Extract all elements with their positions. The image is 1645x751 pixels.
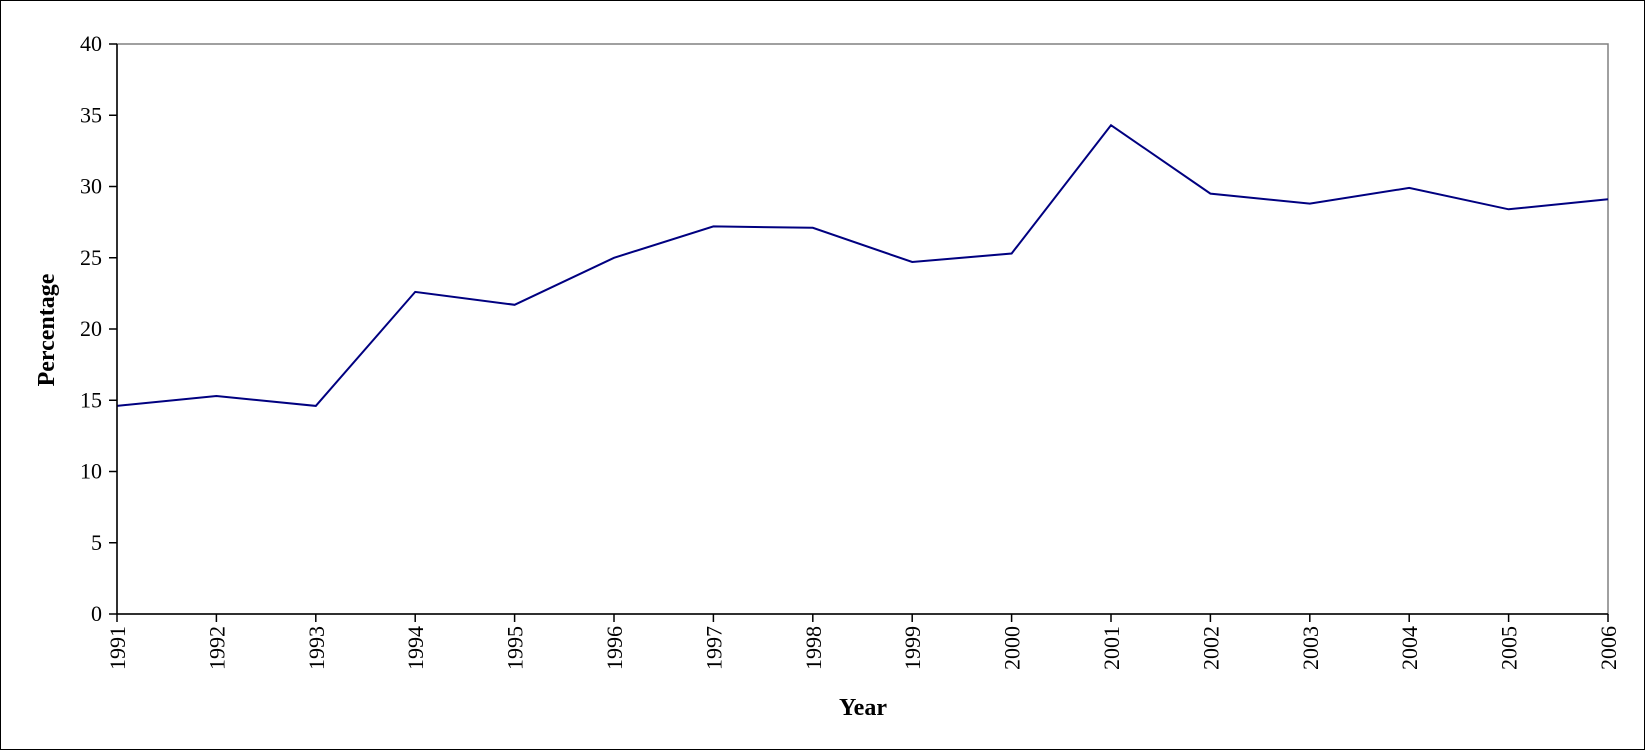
y-tick-label: 0 [91,601,102,626]
y-tick-label: 5 [91,530,102,555]
y-tick-label: 30 [80,174,102,199]
plot-border [117,44,1608,614]
y-tick-label: 35 [80,102,102,127]
x-tick-label: 1996 [602,626,627,670]
x-tick-label: 2006 [1596,626,1621,670]
x-tick-label: 1999 [900,626,925,670]
y-tick-label: 15 [80,387,102,412]
x-tick-label: 2005 [1497,626,1522,670]
series-layer [117,125,1608,406]
x-tick-label: 2002 [1198,626,1223,670]
y-axis-title: Percentage [34,273,60,386]
x-tick-label: 2000 [1000,626,1025,670]
x-tick-label: 1995 [503,626,528,670]
series-line [117,125,1608,406]
y-tick-label: 25 [80,245,102,270]
y-tick-label: 20 [80,316,102,341]
x-tick-label: 2004 [1397,626,1422,670]
plot-area [117,44,1608,614]
x-tick-label: 1991 [105,626,130,670]
x-axis-title: Year [839,695,887,721]
x-tick-label: 2001 [1099,626,1124,670]
y-tick-label: 10 [80,459,102,484]
x-tick-label: 1998 [801,626,826,670]
x-tick-label: 1993 [304,626,329,670]
y-tick-label: 40 [80,31,102,56]
x-tick-label: 2003 [1298,626,1323,670]
x-tick-label: 1992 [204,626,229,670]
x-tick-label: 1997 [701,626,726,670]
x-tick-label: 1994 [403,626,428,670]
axis-layer: 0 5 10 15 20 25 30 35 40 1991 1992 1993 1994 1995 1996… [80,31,1621,670]
